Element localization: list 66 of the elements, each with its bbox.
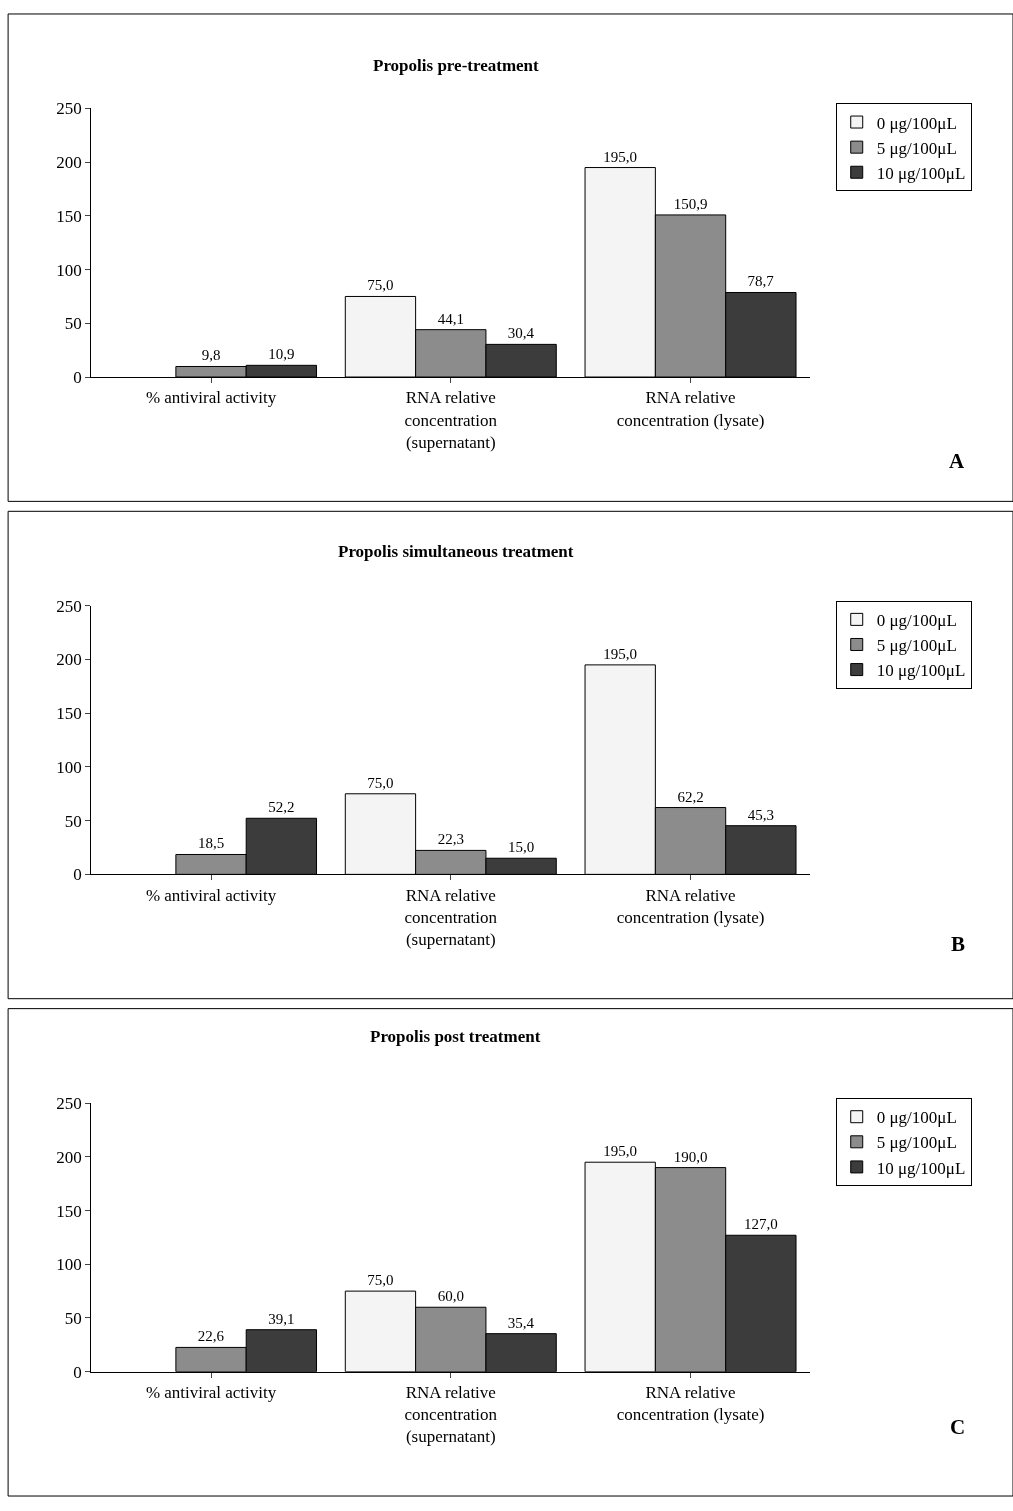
chart-title: Propolis post treatment [370, 1027, 541, 1046]
legend-label: 10 μg/100μL [876, 163, 966, 183]
legend-label: 5 μg/100μL [876, 1133, 957, 1153]
data-label: 39,1 [268, 1310, 295, 1327]
data-label: 75,0 [367, 1272, 394, 1289]
data-label: 35,4 [507, 1314, 535, 1331]
y-tick-label: 50 [64, 811, 82, 831]
legend-label: 10 μg/100μL [876, 1158, 966, 1178]
legend-label: 5 μg/100μL [876, 636, 957, 656]
x-tick-label: RNA relative concentration (supernatant) [404, 388, 498, 452]
data-label: 30,4 [507, 325, 535, 342]
data-label: 195,0 [603, 1143, 638, 1160]
y-tick-label: 150 [56, 1201, 82, 1221]
data-label: 195,0 [603, 148, 638, 165]
y-tick-label: 200 [56, 153, 82, 173]
x-tick-label: RNA relative concentration (supernatant) [404, 1383, 498, 1447]
y-tick-label: 150 [56, 206, 82, 226]
y-tick-label: 100 [56, 260, 82, 280]
chart-title: Propolis simultaneous treatment [338, 542, 574, 561]
data-label: 18,5 [197, 835, 225, 852]
y-tick-label: 200 [56, 1147, 82, 1167]
data-label: 52,2 [268, 799, 295, 816]
y-tick-label: 0 [73, 367, 82, 387]
data-label: 15,0 [507, 839, 535, 856]
y-tick-label: 50 [64, 314, 82, 334]
y-tick-label: 250 [56, 596, 82, 616]
data-label: 22,6 [197, 1328, 225, 1345]
x-tick-label: RNA relative concentration (lysate) [616, 388, 765, 430]
y-tick-label: 250 [56, 1094, 82, 1114]
x-tick-label: RNA relative concentration (lysate) [616, 1383, 765, 1425]
y-tick-label: 100 [56, 1255, 82, 1275]
chart-title: Propolis pre-treatment [373, 56, 540, 75]
y-tick-label: 150 [56, 704, 82, 724]
y-tick-label: 200 [56, 650, 82, 670]
y-tick-label: 0 [73, 865, 82, 885]
legend-label: 0 μg/100μL [876, 611, 957, 631]
y-tick-label: 0 [73, 1362, 82, 1382]
legend-label: 10 μg/100μL [876, 661, 966, 681]
data-label: 190,0 [673, 1148, 708, 1165]
x-tick-label: % antiviral activity [145, 388, 277, 408]
data-label: 10,9 [268, 346, 295, 363]
x-tick-label: % antiviral activity [145, 885, 277, 905]
data-label: 9,8 [201, 347, 221, 364]
data-label: 44,1 [437, 310, 464, 327]
legend-label: 0 μg/100μL [876, 1108, 957, 1128]
data-label: 127,0 [743, 1216, 778, 1233]
x-tick-label: RNA relative concentration (supernatant) [404, 885, 498, 949]
x-tick-label: RNA relative concentration (lysate) [616, 885, 765, 927]
y-tick-label: 50 [64, 1308, 82, 1328]
text: C [950, 1415, 966, 1439]
x-tick-label: % antiviral activity [145, 1383, 277, 1403]
data-label: 75,0 [367, 774, 394, 791]
data-label: 62,2 [677, 788, 704, 805]
data-label: 45,3 [747, 806, 774, 823]
data-label: 150,9 [673, 195, 708, 212]
legend-label: 5 μg/100μL [876, 138, 957, 158]
data-label: 60,0 [437, 1288, 464, 1305]
data-label: 195,0 [603, 645, 638, 662]
y-tick-label: 250 [56, 99, 82, 119]
text: B [951, 932, 966, 956]
data-label: 78,7 [747, 273, 775, 290]
text: A [949, 449, 965, 473]
data-label: 75,0 [367, 277, 394, 294]
y-tick-label: 100 [56, 757, 82, 777]
data-label: 22,3 [437, 831, 464, 848]
legend-label: 0 μg/100μL [876, 113, 957, 133]
